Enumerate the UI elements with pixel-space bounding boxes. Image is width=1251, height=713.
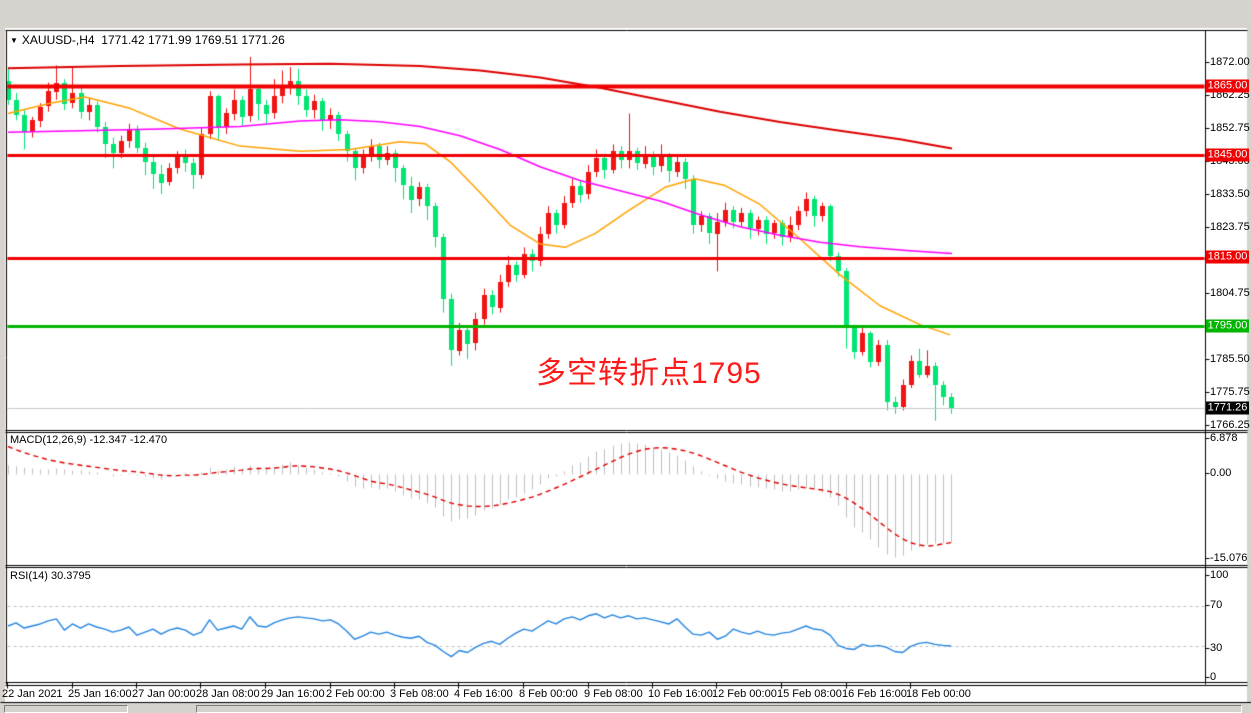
macd-axis-label: 0.00 <box>1210 467 1232 479</box>
chart-ohlc-quotes: 1771.42 1771.99 1769.51 1771.26 <box>101 33 285 47</box>
time-axis-label: 25 Jan 16:00 <box>68 688 132 700</box>
rsi-axis-label: 0 <box>1210 671 1217 683</box>
price-level-badge: 1771.26 <box>1206 401 1249 415</box>
price-level-badge: 1865.00 <box>1206 79 1249 93</box>
price-axis-label: 1766.25 <box>1210 419 1250 431</box>
macd-axis-label: -15.076 <box>1210 552 1248 564</box>
price-axis-label: 1775.75 <box>1210 386 1250 398</box>
bottom-panel-box <box>4 705 128 713</box>
price-level-badge: 1795.00 <box>1206 319 1249 333</box>
price-axis-label: 1852.75 <box>1210 122 1250 134</box>
time-axis-label: 10 Feb 16:00 <box>648 688 713 700</box>
price-axis-label: 1872.00 <box>1210 56 1250 68</box>
time-axis-label: 2 Feb 00:00 <box>326 688 385 700</box>
price-level-badge: 1845.00 <box>1206 148 1249 162</box>
time-axis-label: 16 Feb 16:00 <box>842 688 907 700</box>
time-axis-label: 12 Feb 00:00 <box>712 688 777 700</box>
price-axis-label: 1785.50 <box>1210 353 1250 365</box>
time-axis-label: 27 Jan 00:00 <box>132 688 196 700</box>
time-axis-label: 9 Feb 08:00 <box>584 688 643 700</box>
time-axis-label: 8 Feb 00:00 <box>519 688 578 700</box>
macd-axis-label: 6.878 <box>1210 432 1238 444</box>
chart-title: ▼ XAUUSD-,H4 1771.42 1771.99 1769.51 1771… <box>10 33 285 47</box>
chart-menu-icon[interactable]: ▼ <box>10 36 18 45</box>
time-axis-label: 4 Feb 16:00 <box>454 688 513 700</box>
time-axis-label: 18 Feb 00:00 <box>906 688 971 700</box>
price-axis-label: 1833.50 <box>1210 188 1250 200</box>
rsi-axis-label: 30 <box>1210 642 1223 654</box>
price-axis-label: 1804.75 <box>1210 287 1250 299</box>
chart-symbol-period: XAUUSD-,H4 <box>21 33 95 47</box>
rsi-indicator-label: RSI(14) 30.3795 <box>10 570 91 582</box>
time-axis-label: 29 Jan 16:00 <box>261 688 325 700</box>
bottom-panel-box <box>196 705 1242 713</box>
rsi-axis-label: 100 <box>1210 569 1229 581</box>
macd-indicator-label: MACD(12,26,9) -12.347 -12.470 <box>10 434 168 446</box>
time-axis-label: 28 Jan 08:00 <box>196 688 260 700</box>
price-axis-label: 1823.75 <box>1210 221 1250 233</box>
time-axis-label: 3 Feb 08:00 <box>390 688 449 700</box>
time-axis-label: 22 Jan 2021 <box>2 688 63 700</box>
chart-text-annotation[interactable]: 多空转折点1795 <box>536 357 762 390</box>
time-axis-label: 15 Feb 08:00 <box>777 688 842 700</box>
price-level-badge: 1815.00 <box>1206 250 1249 264</box>
rsi-axis-label: 70 <box>1210 599 1223 611</box>
